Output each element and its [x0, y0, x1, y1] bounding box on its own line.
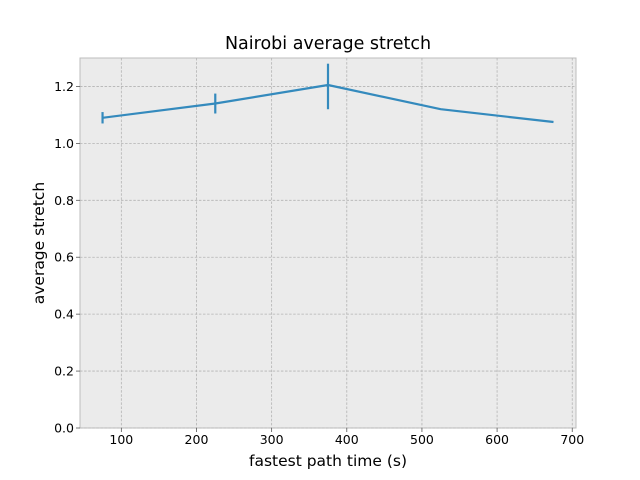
y-tick-label: 0.6	[54, 250, 74, 265]
y-axis-label: average stretch	[30, 182, 48, 305]
x-tick-label: 400	[335, 432, 359, 447]
x-tick-label: 700	[560, 432, 584, 447]
x-tick-label: 100	[109, 432, 133, 447]
series	[101, 63, 554, 124]
chart-title: Nairobi average stretch	[225, 34, 431, 54]
y-axis-ticks: 0.0 0.2 0.4 0.6 0.8 1.0 1.2	[54, 79, 80, 436]
x-tick-label: 200	[185, 432, 209, 447]
x-tick-label: 500	[410, 432, 434, 447]
x-tick-label: 600	[485, 432, 509, 447]
grid	[80, 58, 576, 429]
y-tick-label: 0.4	[54, 307, 74, 322]
y-tick-label: 1.0	[54, 136, 74, 151]
x-axis-label: fastest path time (s)	[249, 452, 407, 470]
y-tick-label: 1.2	[54, 79, 74, 94]
y-tick-label: 0.2	[54, 364, 74, 379]
x-axis-ticks: 100 200 300 400 500 600 700	[109, 428, 584, 447]
plot-background	[79, 57, 577, 429]
x-tick-label: 300	[260, 432, 284, 447]
y-tick-label: 0.8	[54, 193, 74, 208]
y-tick-label: 0.0	[54, 421, 74, 436]
